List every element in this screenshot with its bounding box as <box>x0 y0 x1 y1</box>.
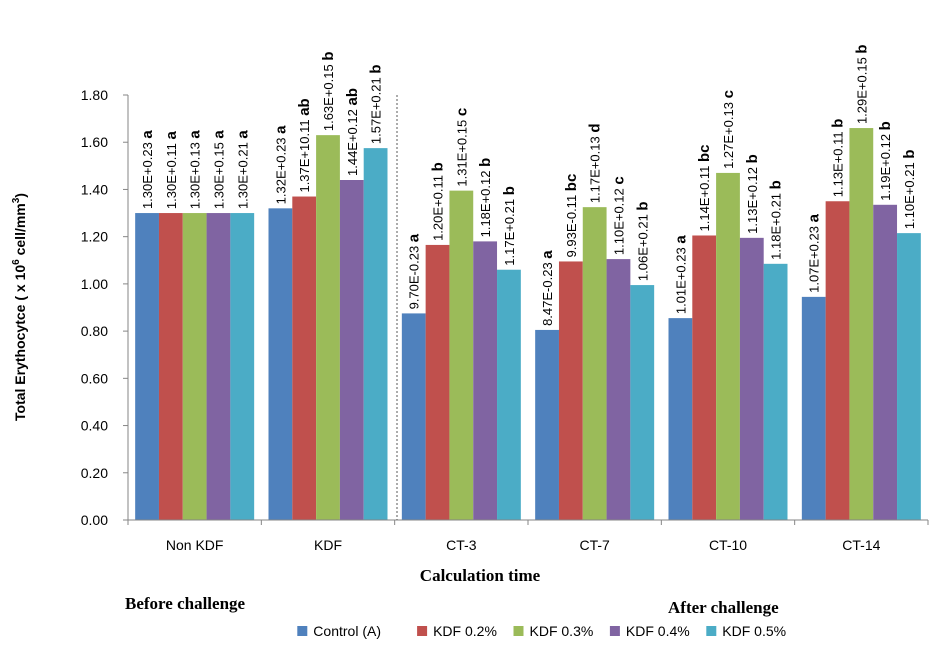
y-tick-label: 1.40 <box>81 181 108 197</box>
y-ticks: 0.00 0.20 0.40 0.60 0.80 1.00 1.20 1.40 1.60 1.80 <box>81 87 128 528</box>
y-tick-label: 0.80 <box>81 323 108 339</box>
y-tick-label: 1.20 <box>81 229 108 245</box>
data-label: 1.32E+0.23 a <box>272 125 289 204</box>
bar <box>692 235 717 520</box>
bar <box>316 135 340 520</box>
legend-swatch <box>706 626 717 636</box>
legend-label: KDF 0.2% <box>433 623 497 639</box>
bar <box>497 269 521 520</box>
data-label: 1.44E+0.12 ab <box>344 88 361 176</box>
data-label: 1.10E+0.12 c <box>610 176 627 255</box>
category-label: KDF <box>314 537 342 553</box>
bar <box>182 213 207 521</box>
bar <box>582 207 607 520</box>
data-label: 1.30E+0.15 a <box>210 130 227 209</box>
data-labels: 1.30E+0.23 a 1.30E+0.11 a 1.30E+0.13 a 1.30… <box>139 44 918 326</box>
bar <box>339 180 364 520</box>
bar <box>449 190 474 520</box>
y-tick-label: 0.00 <box>81 512 108 528</box>
bar <box>363 148 388 520</box>
bar <box>206 213 231 521</box>
bar <box>897 233 921 520</box>
bar <box>763 263 788 520</box>
y-axis-label: Total Erythocytce ( x 106 cell/mm3) <box>11 193 28 421</box>
legend-swatch <box>609 626 620 636</box>
data-label: 1.07E+0.23 a <box>806 213 823 292</box>
data-label: 1.30E+0.21 a <box>234 130 251 209</box>
legend-label: KDF 0.5% <box>722 623 786 639</box>
y-tick-label: 1.60 <box>81 134 108 150</box>
y-tick-label: 1.00 <box>81 276 108 292</box>
bar <box>849 128 874 521</box>
data-label: 1.37E+10.11 ab <box>296 98 313 192</box>
category-labels: Non KDF KDF CT-3 CT-7 CT-10 CT-14 <box>127 520 929 553</box>
data-label: 1.29E+0.15 b <box>853 44 870 124</box>
legend: Control (A) KDF 0.2% KDF 0.3% KDF 0.4% KDF 0… <box>297 623 786 639</box>
bar <box>401 313 426 520</box>
data-label: 1.13E+0.12 b <box>744 154 761 234</box>
bar <box>268 208 293 521</box>
bar <box>425 244 450 521</box>
legend-swatch <box>297 626 308 636</box>
category-label: CT-3 <box>446 537 477 553</box>
legend-label: Control (A) <box>313 623 381 639</box>
bar <box>135 213 159 521</box>
data-label: 1.19E+0.12 b <box>877 121 894 201</box>
y-tick-label: 0.40 <box>81 418 108 434</box>
bar <box>873 204 898 520</box>
bar <box>825 201 850 520</box>
bar <box>473 241 498 520</box>
data-label: 9.93E-0.11 bc <box>563 174 580 258</box>
data-label: 1.27E+0.13 c <box>720 90 737 169</box>
category-label: CT-7 <box>579 537 610 553</box>
bar <box>668 318 693 520</box>
bar <box>230 213 255 521</box>
data-label: 1.06E+0.21 b <box>634 201 651 281</box>
bar <box>606 259 631 520</box>
after-challenge-annotation: After challenge <box>668 598 779 617</box>
y-tick-label: 1.80 <box>81 87 108 103</box>
bar <box>292 196 317 520</box>
data-label: 1.14E+0.11 bc <box>696 144 713 231</box>
data-label: 1.63E+0.15 b <box>320 51 337 131</box>
data-label: 1.17E+0.13 d <box>587 123 604 203</box>
legend-label: KDF 0.3% <box>530 623 594 639</box>
before-challenge-annotation: Before challenge <box>125 594 246 613</box>
category-label: CT-14 <box>842 537 880 553</box>
data-label: 1.30E+0.11 a <box>163 131 180 210</box>
y-tick-label: 0.60 <box>81 370 108 386</box>
data-label: 1.30E+0.13 a <box>187 130 204 209</box>
bar <box>158 213 183 521</box>
data-label: 1.18E+0.21 b <box>768 180 785 260</box>
x-axis-label: Calculation time <box>420 566 541 585</box>
bar <box>716 172 740 520</box>
data-label: 1.20E+0.11 b <box>430 162 447 241</box>
category-label: Non KDF <box>166 537 224 553</box>
legend-swatch <box>417 626 428 636</box>
data-label: 1.10E+0.21 b <box>901 149 918 229</box>
y-tick-label: 0.20 <box>81 465 108 481</box>
legend-label: KDF 0.4% <box>626 623 690 639</box>
bar <box>739 237 764 520</box>
data-label: 1.13E+0.11 b <box>830 119 847 198</box>
legend-swatch <box>513 626 524 636</box>
data-label: 1.31E+0.15 c <box>453 108 470 187</box>
bars-layer <box>135 128 921 521</box>
data-label: 1.17E+0.21 b <box>501 186 518 266</box>
data-label: 1.30E+0.23 a <box>139 130 156 209</box>
data-label: 1.18E+0.12 b <box>477 158 494 238</box>
data-label: 1.57E+0.21 b <box>368 64 385 144</box>
bar <box>630 285 655 520</box>
data-label: 9.70E-0.23 a <box>406 233 423 309</box>
data-label: 8.47E-0.23 a <box>539 250 556 326</box>
bar <box>801 296 826 520</box>
bar <box>535 329 559 520</box>
bar <box>558 261 583 520</box>
data-label: 1.01E+0.23 a <box>672 235 689 314</box>
category-label: CT-10 <box>709 537 747 553</box>
